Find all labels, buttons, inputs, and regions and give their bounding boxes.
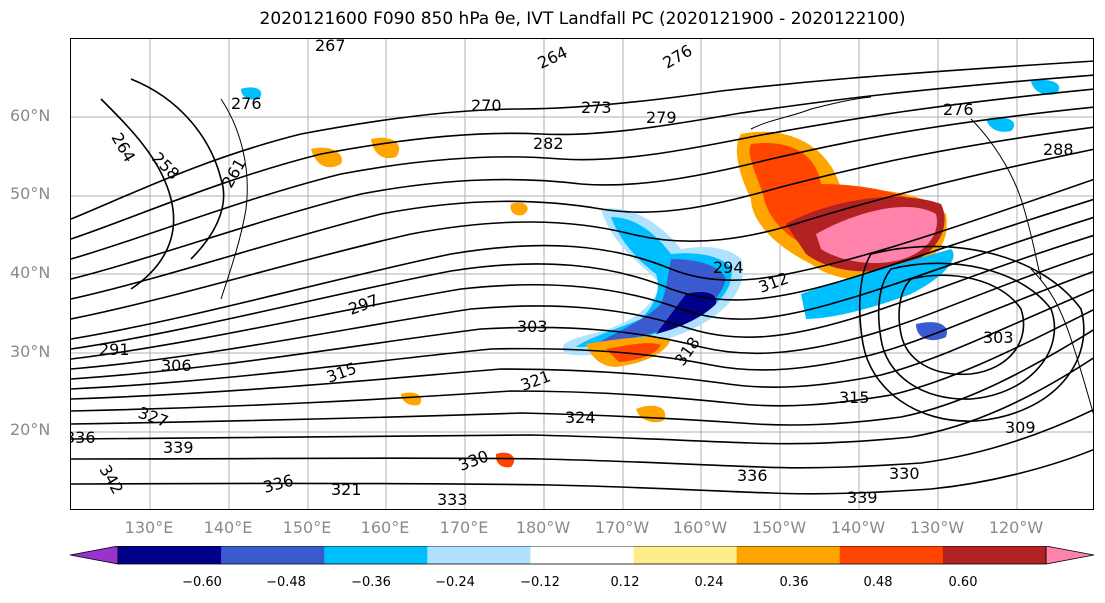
contour-label: 276 (943, 100, 974, 119)
colorbar-segment (221, 546, 325, 564)
theta-e-contours (71, 60, 1093, 495)
contour-label: 336 (737, 466, 768, 485)
contour-label: 336 (71, 428, 96, 447)
lat-label-30n: 30°N (10, 342, 51, 361)
ivt-shading (241, 79, 1060, 468)
lon-label-170w: 170°W (594, 518, 650, 537)
colorbar-outline (117, 546, 1047, 565)
lat-label-40n: 40°N (10, 263, 51, 282)
lon-label-120w: 120°W (988, 518, 1044, 537)
contour-label: 306 (161, 356, 192, 375)
contour-label: 339 (163, 438, 194, 457)
contour-label: 258 (148, 148, 183, 183)
contour-label: 330 (456, 446, 491, 474)
lat-label-20n: 20°N (10, 420, 51, 439)
contour-label: 282 (533, 134, 564, 153)
lon-label-130e: 130°E (124, 518, 174, 537)
contour-label: 264 (535, 42, 571, 72)
colorbar (70, 546, 1094, 565)
contour-label: 336 (261, 471, 295, 497)
contour-label: 309 (1005, 418, 1036, 437)
colorbar-tick: 0.36 (779, 575, 809, 590)
colorbar-segment (942, 546, 1047, 564)
contour-label: 303 (517, 317, 548, 336)
map-canvas: 267 264 270 273 276 279 276 282 288 258 … (71, 39, 1093, 509)
lon-label-150e: 150°E (282, 518, 332, 537)
colorbar-tick: −0.60 (182, 575, 222, 590)
lat-label-60n: 60°N (10, 106, 51, 125)
contour-label: 342 (96, 462, 128, 498)
colorbar-extend-low (70, 546, 119, 565)
colorbar-segment (633, 546, 738, 564)
contour-label: 315 (324, 358, 359, 386)
contour-label: 279 (646, 108, 677, 127)
colorbar-tick: 0.24 (694, 575, 724, 590)
contour-label: 321 (331, 480, 362, 499)
contour-label: 324 (565, 408, 596, 427)
colorbar-tick: −0.24 (435, 575, 475, 590)
contour-label: 312 (756, 268, 791, 296)
colorbar-tick: 0.60 (948, 575, 978, 590)
lon-label-150w: 150°W (751, 518, 807, 537)
contour-label: 267 (315, 39, 346, 55)
colorbar-tick: 0.12 (610, 575, 640, 590)
colorbar-segment (839, 546, 944, 564)
colorbar-tick: 0.48 (863, 575, 893, 590)
colorbar-segment (324, 546, 428, 564)
colorbar-tick: −0.12 (520, 575, 560, 590)
contour-label: 276 (660, 41, 696, 73)
lon-label-140e: 140°E (203, 518, 253, 537)
contour-label: 321 (518, 366, 553, 394)
contour-label: 276 (231, 94, 262, 113)
map-title: 2020121600 F090 850 hPa θe, IVT Landfall… (259, 9, 906, 29)
contour-label: 330 (889, 464, 920, 483)
contour-label: 294 (713, 258, 744, 277)
coastlines (220, 96, 1093, 414)
contour-label: 288 (1043, 140, 1074, 159)
contour-label: 327 (136, 403, 171, 431)
map-panel: 267 264 270 273 276 279 276 282 288 258 … (70, 38, 1094, 510)
colorbar-segment (530, 546, 635, 564)
lon-label-140w: 140°W (830, 518, 886, 537)
lon-label-160e: 160°E (360, 518, 410, 537)
contour-label: 303 (983, 328, 1014, 347)
contour-label: 297 (346, 290, 381, 318)
colorbar-segment (118, 546, 222, 564)
lon-label-160w: 160°W (672, 518, 728, 537)
colorbar-tick: −0.36 (351, 575, 391, 590)
lat-label-50n: 50°N (10, 184, 51, 203)
colorbar-segment (736, 546, 841, 564)
colorbar-segment (427, 546, 531, 564)
contour-label: 333 (437, 490, 468, 509)
contour-label: 315 (839, 388, 870, 407)
contour-label: 273 (581, 98, 612, 117)
contour-label: 318 (671, 333, 704, 369)
colorbar-extend-high (1045, 546, 1094, 565)
colorbar-tick: −0.48 (266, 575, 306, 590)
lon-label-130w: 130°W (909, 518, 965, 537)
contour-label: 339 (847, 488, 878, 507)
lon-label-180w: 180°W (515, 518, 571, 537)
contour-label: 291 (99, 340, 130, 359)
lon-label-170e: 170°E (439, 518, 489, 537)
contour-label: 270 (471, 96, 502, 115)
